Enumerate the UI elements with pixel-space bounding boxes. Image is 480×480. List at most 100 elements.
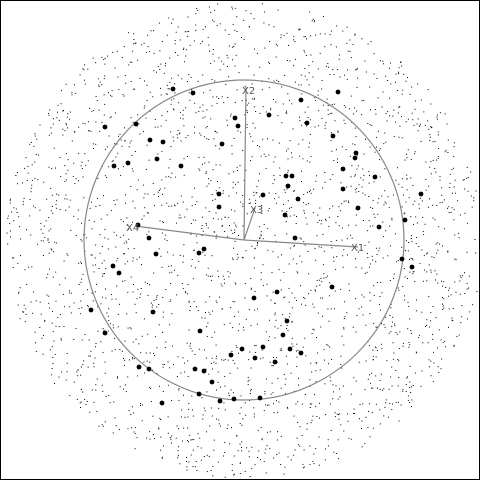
background-dot <box>89 411 91 413</box>
background-dot <box>338 206 340 208</box>
background-dot <box>309 403 311 405</box>
background-dot <box>460 322 462 324</box>
background-dot <box>262 238 264 240</box>
background-dot <box>57 104 59 106</box>
background-dot <box>464 293 466 294</box>
background-dot <box>250 287 252 289</box>
background-dot <box>136 258 138 260</box>
background-dot <box>288 287 290 289</box>
background-dot <box>123 234 125 236</box>
background-dot <box>192 409 193 411</box>
bright-star <box>147 137 153 143</box>
background-dot <box>91 389 93 391</box>
background-dot <box>158 427 160 429</box>
background-dot <box>199 132 201 134</box>
background-dot <box>232 181 234 183</box>
background-dot <box>312 415 314 417</box>
background-dot <box>66 362 68 364</box>
background-dot <box>378 247 380 249</box>
background-dot <box>232 257 234 259</box>
background-dot <box>455 291 457 293</box>
background-dot <box>407 376 408 378</box>
background-dot <box>325 276 327 278</box>
background-dot <box>231 470 233 471</box>
background-dot <box>397 359 399 360</box>
background-dot <box>160 255 162 257</box>
background-dot <box>105 288 106 290</box>
background-dot <box>422 280 424 282</box>
background-dot <box>231 209 232 211</box>
background-dot <box>19 318 21 320</box>
background-dot <box>318 246 320 248</box>
background-dot <box>26 284 28 286</box>
background-dot <box>448 295 449 297</box>
background-dot <box>89 107 91 109</box>
background-dot <box>135 338 137 340</box>
background-dot <box>186 156 188 157</box>
background-dot <box>228 276 230 278</box>
background-dot <box>80 389 82 390</box>
background-dot <box>132 358 134 360</box>
background-dot <box>196 8 198 9</box>
background-dot <box>303 50 305 52</box>
background-dot <box>310 289 312 291</box>
background-dot <box>310 155 312 157</box>
background-dot <box>401 116 402 118</box>
background-dot <box>299 426 301 428</box>
background-dot <box>134 151 136 152</box>
background-dot <box>425 326 426 327</box>
background-dot <box>277 9 279 11</box>
background-dot <box>324 33 326 35</box>
background-dot <box>208 455 210 457</box>
background-dot <box>52 123 54 125</box>
background-dot <box>157 126 159 128</box>
background-dot <box>159 50 161 52</box>
background-dot <box>52 276 54 278</box>
background-dot <box>331 359 333 360</box>
background-dot <box>102 351 104 353</box>
background-dot <box>369 313 371 314</box>
background-dot <box>87 366 89 368</box>
background-dot <box>303 36 305 38</box>
background-dot <box>448 326 449 328</box>
background-dot <box>297 444 299 446</box>
background-dot <box>293 245 295 247</box>
background-dot <box>259 146 261 148</box>
background-dot <box>50 374 52 376</box>
background-dot <box>376 326 378 328</box>
background-dot <box>280 387 282 389</box>
background-dot <box>300 74 302 76</box>
background-dot <box>283 35 285 36</box>
background-dot <box>337 439 339 441</box>
background-dot <box>223 102 225 104</box>
background-dot <box>443 307 445 309</box>
background-dot <box>385 230 387 232</box>
background-dot <box>356 69 358 71</box>
background-dot <box>335 385 337 387</box>
background-dot <box>150 401 152 402</box>
background-dot <box>433 351 434 353</box>
background-dot <box>233 247 234 249</box>
background-dot <box>158 22 160 24</box>
background-dot <box>189 99 191 101</box>
background-dot <box>210 363 212 364</box>
bright-star <box>284 318 290 324</box>
background-dot <box>289 60 291 62</box>
background-dot <box>123 388 124 390</box>
background-dot <box>195 112 197 114</box>
background-dot <box>37 154 39 156</box>
background-dot <box>326 98 328 100</box>
background-dot <box>73 162 75 164</box>
background-dot <box>171 313 173 315</box>
background-dot <box>208 178 209 180</box>
background-dot <box>286 324 288 326</box>
bright-star <box>353 150 359 156</box>
background-dot <box>329 282 331 284</box>
background-dot <box>207 227 209 229</box>
background-dot <box>340 210 342 212</box>
bright-star <box>146 366 152 372</box>
background-dot <box>343 344 345 346</box>
background-dot <box>231 153 233 155</box>
background-dot <box>398 377 400 378</box>
background-dot <box>332 205 334 207</box>
